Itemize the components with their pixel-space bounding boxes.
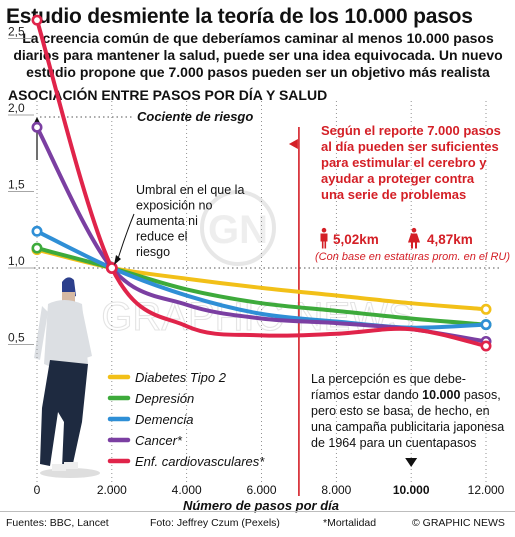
series-start-point: [31, 121, 43, 133]
series-lines: [31, 14, 492, 352]
male-distance: 5,02km: [333, 232, 379, 247]
series-end-point: [480, 340, 492, 352]
arrow-icon: [114, 255, 121, 265]
page-title: Estudio desmiente la teoría de los 10.00…: [6, 5, 473, 28]
perception-line: pero esto se basa, de hecho, en: [311, 404, 490, 418]
threshold-point: [105, 261, 118, 274]
x-axis-title: Número de pasos por día: [183, 498, 339, 513]
threshold-note-line: reduce el: [136, 230, 187, 244]
chart-background: [25, 105, 515, 493]
perception-line: de 1964 para un cuentapasos: [311, 436, 476, 450]
perception-text: pasos,: [460, 388, 500, 402]
footer-divider: [0, 511, 515, 512]
threshold-note-line: exposición no: [136, 199, 212, 213]
footer-note: *Mortalidad: [323, 517, 377, 529]
perception-line: ríamos estar dando 10.000 pasos,: [311, 388, 501, 402]
report-note-line: para estimular el cerebro y: [321, 155, 487, 170]
threshold-note-line: Umbral en el que la: [136, 183, 244, 197]
legend-label: Cancer*: [135, 433, 183, 448]
legend-label: Demencia: [135, 412, 194, 427]
person-body: [408, 233, 420, 249]
threshold-note-line: riesgo: [136, 245, 170, 259]
person-head: [411, 227, 417, 233]
x-tick-label: 6.000: [246, 483, 276, 497]
series-end-point: [480, 303, 492, 315]
y-axis-title: Cociente de riesgo: [137, 109, 253, 124]
perception-line: La percepción es que debe-: [311, 372, 466, 386]
x-tick-label: 0: [34, 483, 41, 497]
walker-photo: [34, 277, 100, 478]
legend-label: Enf. cardiovasculares*: [135, 454, 265, 469]
series-start-point: [31, 242, 43, 254]
female-icon: [408, 227, 420, 249]
perception-line: una campaña publicitaria japonesa: [311, 420, 504, 434]
person-head: [321, 227, 327, 233]
report-note-line: ayudar a proteger contra: [321, 171, 475, 186]
x-tick-label: 10.000: [393, 483, 430, 497]
female-distance: 4,87km: [427, 232, 473, 247]
red-pointer-icon: [288, 139, 298, 149]
x-tick-label: 4.000: [172, 483, 202, 497]
chart-section-title: ASOCIACIÓN ENTRE PASOS POR DÍA Y SALUD: [8, 87, 328, 103]
footer-sources: Fuentes: BBC, Lancet: [6, 517, 109, 529]
series-start-point: [31, 14, 43, 26]
male-icon: [320, 227, 328, 249]
footer-credit: © GRAPHIC NEWS: [412, 517, 505, 529]
y-tick-label: 2,5: [8, 25, 25, 39]
y-tick-label: 0,5: [8, 331, 25, 345]
series-line-cardio: [35, 18, 488, 349]
report-note-line: al día pueden ser suficientes: [321, 139, 499, 154]
threshold-note-line: aumenta ni: [136, 214, 198, 228]
x-tick-label: 8.000: [321, 483, 351, 497]
watermark-logo: GN: [208, 208, 268, 252]
x-tick-label: 12.000: [468, 483, 505, 497]
person-body: [320, 233, 328, 249]
annotations: Umbral en el que la exposición noaumenta …: [114, 123, 510, 467]
legend-label: Diabetes Tipo 2: [135, 370, 227, 385]
y-tick-label: 1,0: [8, 254, 25, 268]
perception-highlight: 10.000: [422, 388, 460, 402]
x-tick-label: 2.000: [97, 483, 127, 497]
footer-photo-credit: Foto: Jeffrey Czum (Pexels): [150, 517, 280, 529]
y-tick-label: 1,5: [8, 178, 25, 192]
legend: Diabetes Tipo 2 Depresión Demencia Cancer* E…: [107, 370, 265, 469]
y-tick-label: 2,0: [8, 101, 25, 115]
perception-text: ríamos estar dando: [311, 388, 422, 402]
page-subtitle: La creencia común de que deberíamos cami…: [13, 30, 503, 80]
series-end-point: [480, 319, 492, 331]
down-triangle-icon: [405, 458, 418, 467]
report-note-line: Según el reporte 7.000 pasos: [321, 123, 501, 138]
report-note-line: una serie de problemas: [321, 187, 466, 202]
series-start-point: [31, 225, 43, 237]
stature-note: (Con base en estaturas prom. en el RU): [315, 251, 510, 263]
legend-label: Depresión: [135, 391, 194, 406]
